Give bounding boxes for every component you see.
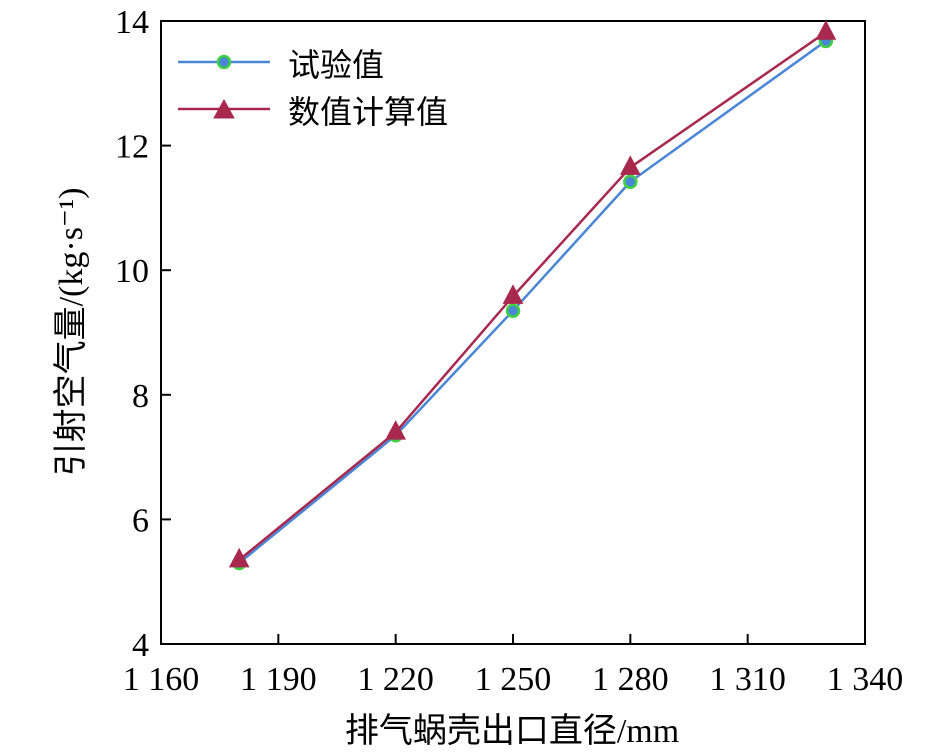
x-tick-label: 1 220 (357, 661, 434, 698)
y-tick-label: 6 (132, 502, 149, 539)
legend-marker-test (218, 56, 230, 68)
legend-label-numeric: 数值计算值 (288, 93, 448, 131)
x-axis-label: 排气蜗壳出口直径/mm (345, 712, 679, 750)
y-tick-label: 14 (115, 4, 149, 41)
y-tick-label: 8 (132, 378, 149, 415)
data-point-circle (624, 176, 636, 188)
x-tick-label: 1 160 (123, 661, 200, 698)
plot-frame (161, 21, 865, 644)
data-point-triangle (621, 156, 640, 174)
x-tick-label: 1 340 (827, 661, 904, 698)
plot-border (161, 21, 865, 644)
y-axis-ticks: 4 6 8 10 12 14 (115, 4, 171, 664)
chart: 1 160 1 190 1 220 1 250 1 280 1 310 1 340 4 6 8 1… (0, 0, 945, 756)
y-tick-label: 12 (115, 129, 149, 166)
y-tick-label: 4 (132, 627, 149, 664)
y-axis-label: 引射空气量/(kg·s⁻¹) (52, 188, 90, 477)
x-tick-label: 1 250 (475, 661, 552, 698)
y-tick-label: 10 (115, 253, 149, 290)
data-point-circle (507, 305, 519, 317)
x-tick-label: 1 190 (240, 661, 317, 698)
legend: 试验值 数值计算值 (178, 46, 448, 131)
x-tick-label: 1 310 (709, 661, 786, 698)
legend-label-test: 试验值 (288, 46, 384, 84)
data-point-triangle (816, 21, 835, 39)
x-tick-label: 1 280 (592, 661, 669, 698)
